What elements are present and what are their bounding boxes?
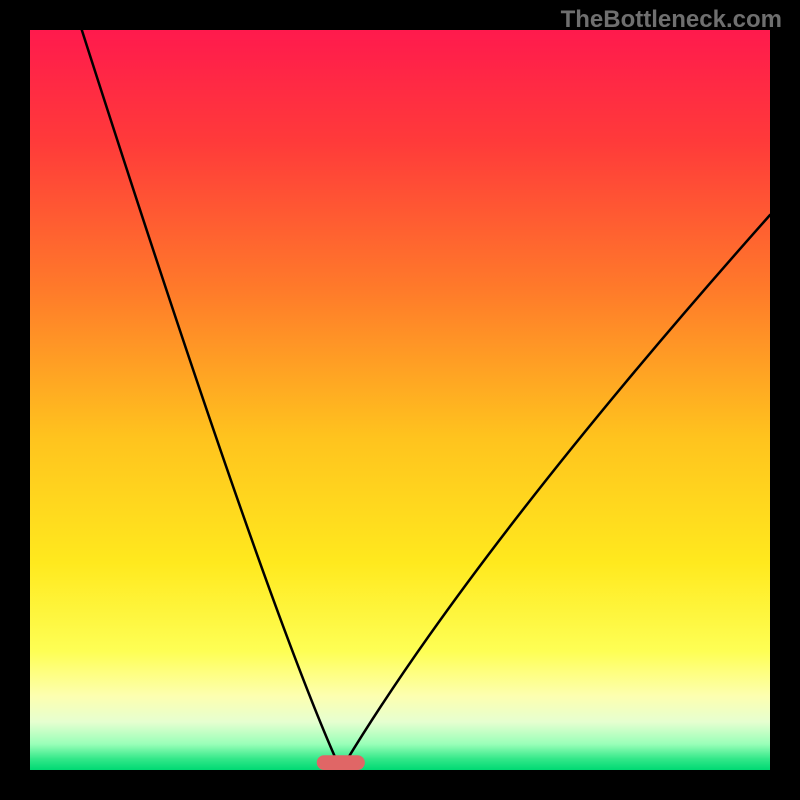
chart-container: TheBottleneck.com: [0, 0, 800, 800]
watermark-text: TheBottleneck.com: [561, 6, 782, 34]
bottleneck-chart: [0, 0, 800, 800]
